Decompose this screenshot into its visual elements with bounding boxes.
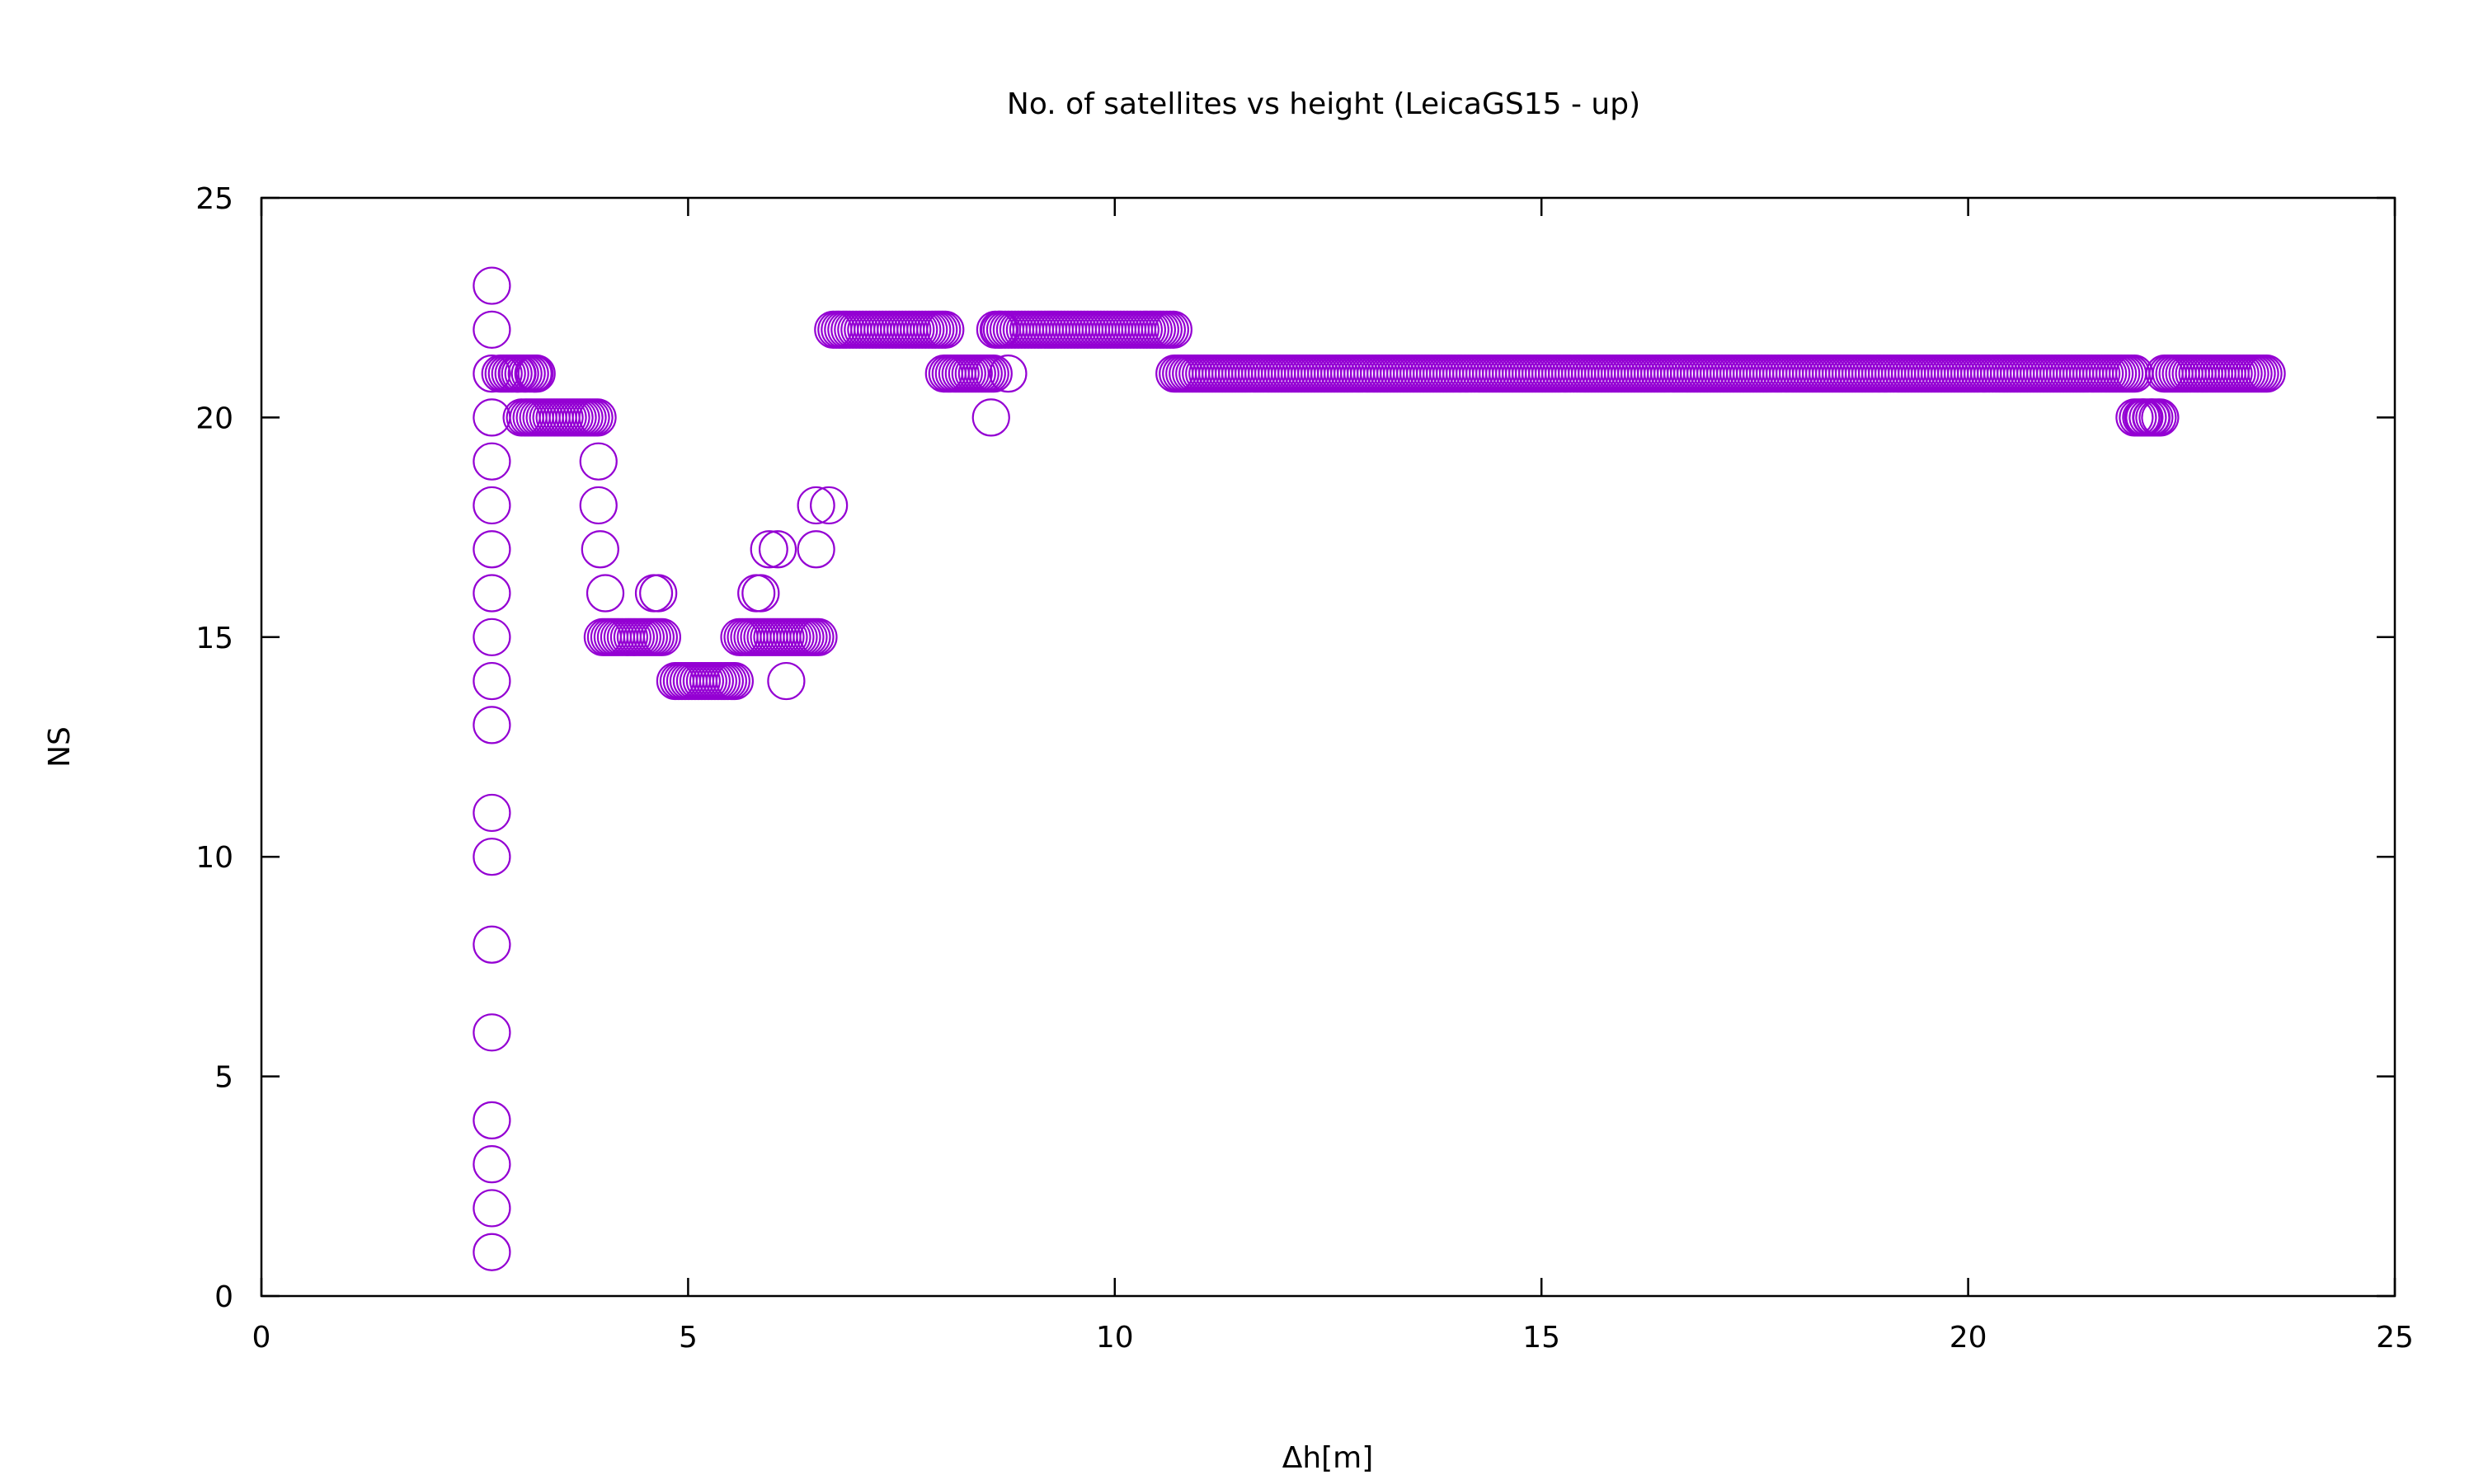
data-point — [517, 355, 556, 393]
data-point — [473, 1233, 511, 1271]
data-point — [2247, 355, 2286, 393]
data-point — [586, 574, 625, 613]
data-point — [473, 618, 511, 656]
data-point — [473, 486, 511, 525]
data-point — [799, 618, 838, 656]
data-point — [473, 355, 511, 393]
y-tick-label: 15 — [195, 622, 233, 655]
data-point — [473, 838, 511, 876]
x-tick-label: 5 — [679, 1321, 698, 1355]
data-point — [579, 486, 618, 525]
data-point — [810, 486, 849, 525]
x-tick-label: 0 — [252, 1321, 271, 1355]
data-point — [971, 398, 1010, 437]
y-tick-label: 5 — [214, 1061, 233, 1095]
data-point — [926, 310, 965, 349]
data-point — [741, 574, 780, 613]
data-point — [473, 530, 511, 569]
data-point — [473, 442, 511, 481]
data-point — [639, 574, 678, 613]
data-point — [473, 266, 511, 305]
x-tick-label: 15 — [1522, 1321, 1560, 1355]
data-point — [634, 574, 674, 613]
data-point — [715, 661, 755, 701]
x-tick-label: 20 — [1950, 1321, 1987, 1355]
data-point — [473, 793, 511, 833]
data-point — [579, 442, 618, 481]
data-point — [473, 1013, 511, 1052]
data-point — [473, 706, 511, 744]
data-point — [767, 661, 806, 701]
data-point — [473, 574, 511, 613]
data-point — [737, 574, 776, 613]
data-point — [642, 618, 682, 656]
data-point — [750, 530, 788, 569]
chart-title: No. of satellites vs height (LeicaGS15 -… — [1007, 87, 1640, 121]
data-point — [974, 355, 1013, 393]
data-point — [797, 486, 835, 525]
x-tick-label: 10 — [1096, 1321, 1134, 1355]
y-tick-label: 20 — [195, 402, 233, 435]
y-tick-label: 25 — [195, 182, 233, 216]
data-point — [473, 661, 511, 701]
data-point — [473, 1189, 511, 1228]
y-axis-label: NS — [43, 726, 77, 768]
data-point — [797, 530, 835, 569]
data-point — [2138, 398, 2177, 437]
data-point — [473, 310, 511, 349]
data-point — [989, 355, 1028, 393]
data-point — [581, 530, 619, 569]
x-axis-label: Δh[m] — [1282, 1441, 1374, 1475]
data-point — [473, 1101, 511, 1139]
data-points — [473, 266, 2286, 1271]
x-tick-label: 25 — [2376, 1321, 2414, 1355]
y-tick-label: 10 — [195, 841, 233, 875]
data-point — [1154, 310, 1193, 349]
data-point — [473, 398, 511, 437]
data-point — [473, 1145, 511, 1184]
data-point — [758, 530, 797, 569]
plot-frame — [260, 196, 2396, 1298]
data-point — [578, 398, 617, 437]
y-tick-label: 0 — [214, 1280, 233, 1314]
data-point — [473, 925, 511, 964]
